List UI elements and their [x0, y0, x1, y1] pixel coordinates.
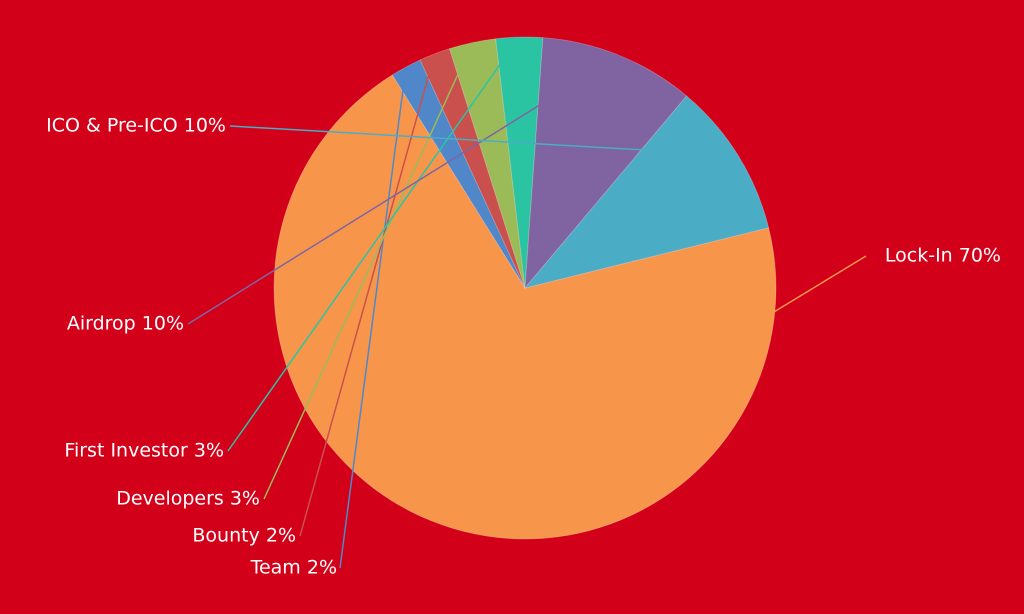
leader-line-ico-pre-ico [229, 125, 739, 157]
leader-line-lock-in [430, 255, 867, 522]
slice-label-developers: Developers 3% [116, 488, 260, 510]
leader-line-developers [263, 42, 474, 500]
leader-lines [187, 36, 867, 569]
leader-line-first-investor [227, 36, 520, 452]
leader-line-airdrop [187, 54, 620, 325]
pie-slice-first-investor [495, 36, 544, 289]
slice-label-bounty: Bounty 2% [192, 525, 296, 547]
leader-line-bounty [299, 53, 436, 537]
leader-line-team [339, 66, 407, 569]
pie-slice-airdrop [524, 37, 688, 290]
slice-label-ico-pre-ico: ICO & Pre-ICO 10% [46, 115, 226, 137]
slice-labels: Lock-In 70% Team 2% Bounty 2% Developers 3%… [46, 115, 1001, 579]
slice-label-airdrop: Airdrop 10% [67, 313, 184, 335]
slice-label-team: Team 2% [250, 557, 337, 579]
slice-label-first-investor: First Investor 3% [64, 440, 224, 462]
pie-slice-developers [449, 38, 526, 289]
pie-slices [273, 36, 777, 540]
pie-slice-team [391, 59, 526, 289]
slice-label-lock-in: Lock-In 70% [885, 245, 1001, 267]
pie-slice-lock-in [273, 74, 777, 540]
